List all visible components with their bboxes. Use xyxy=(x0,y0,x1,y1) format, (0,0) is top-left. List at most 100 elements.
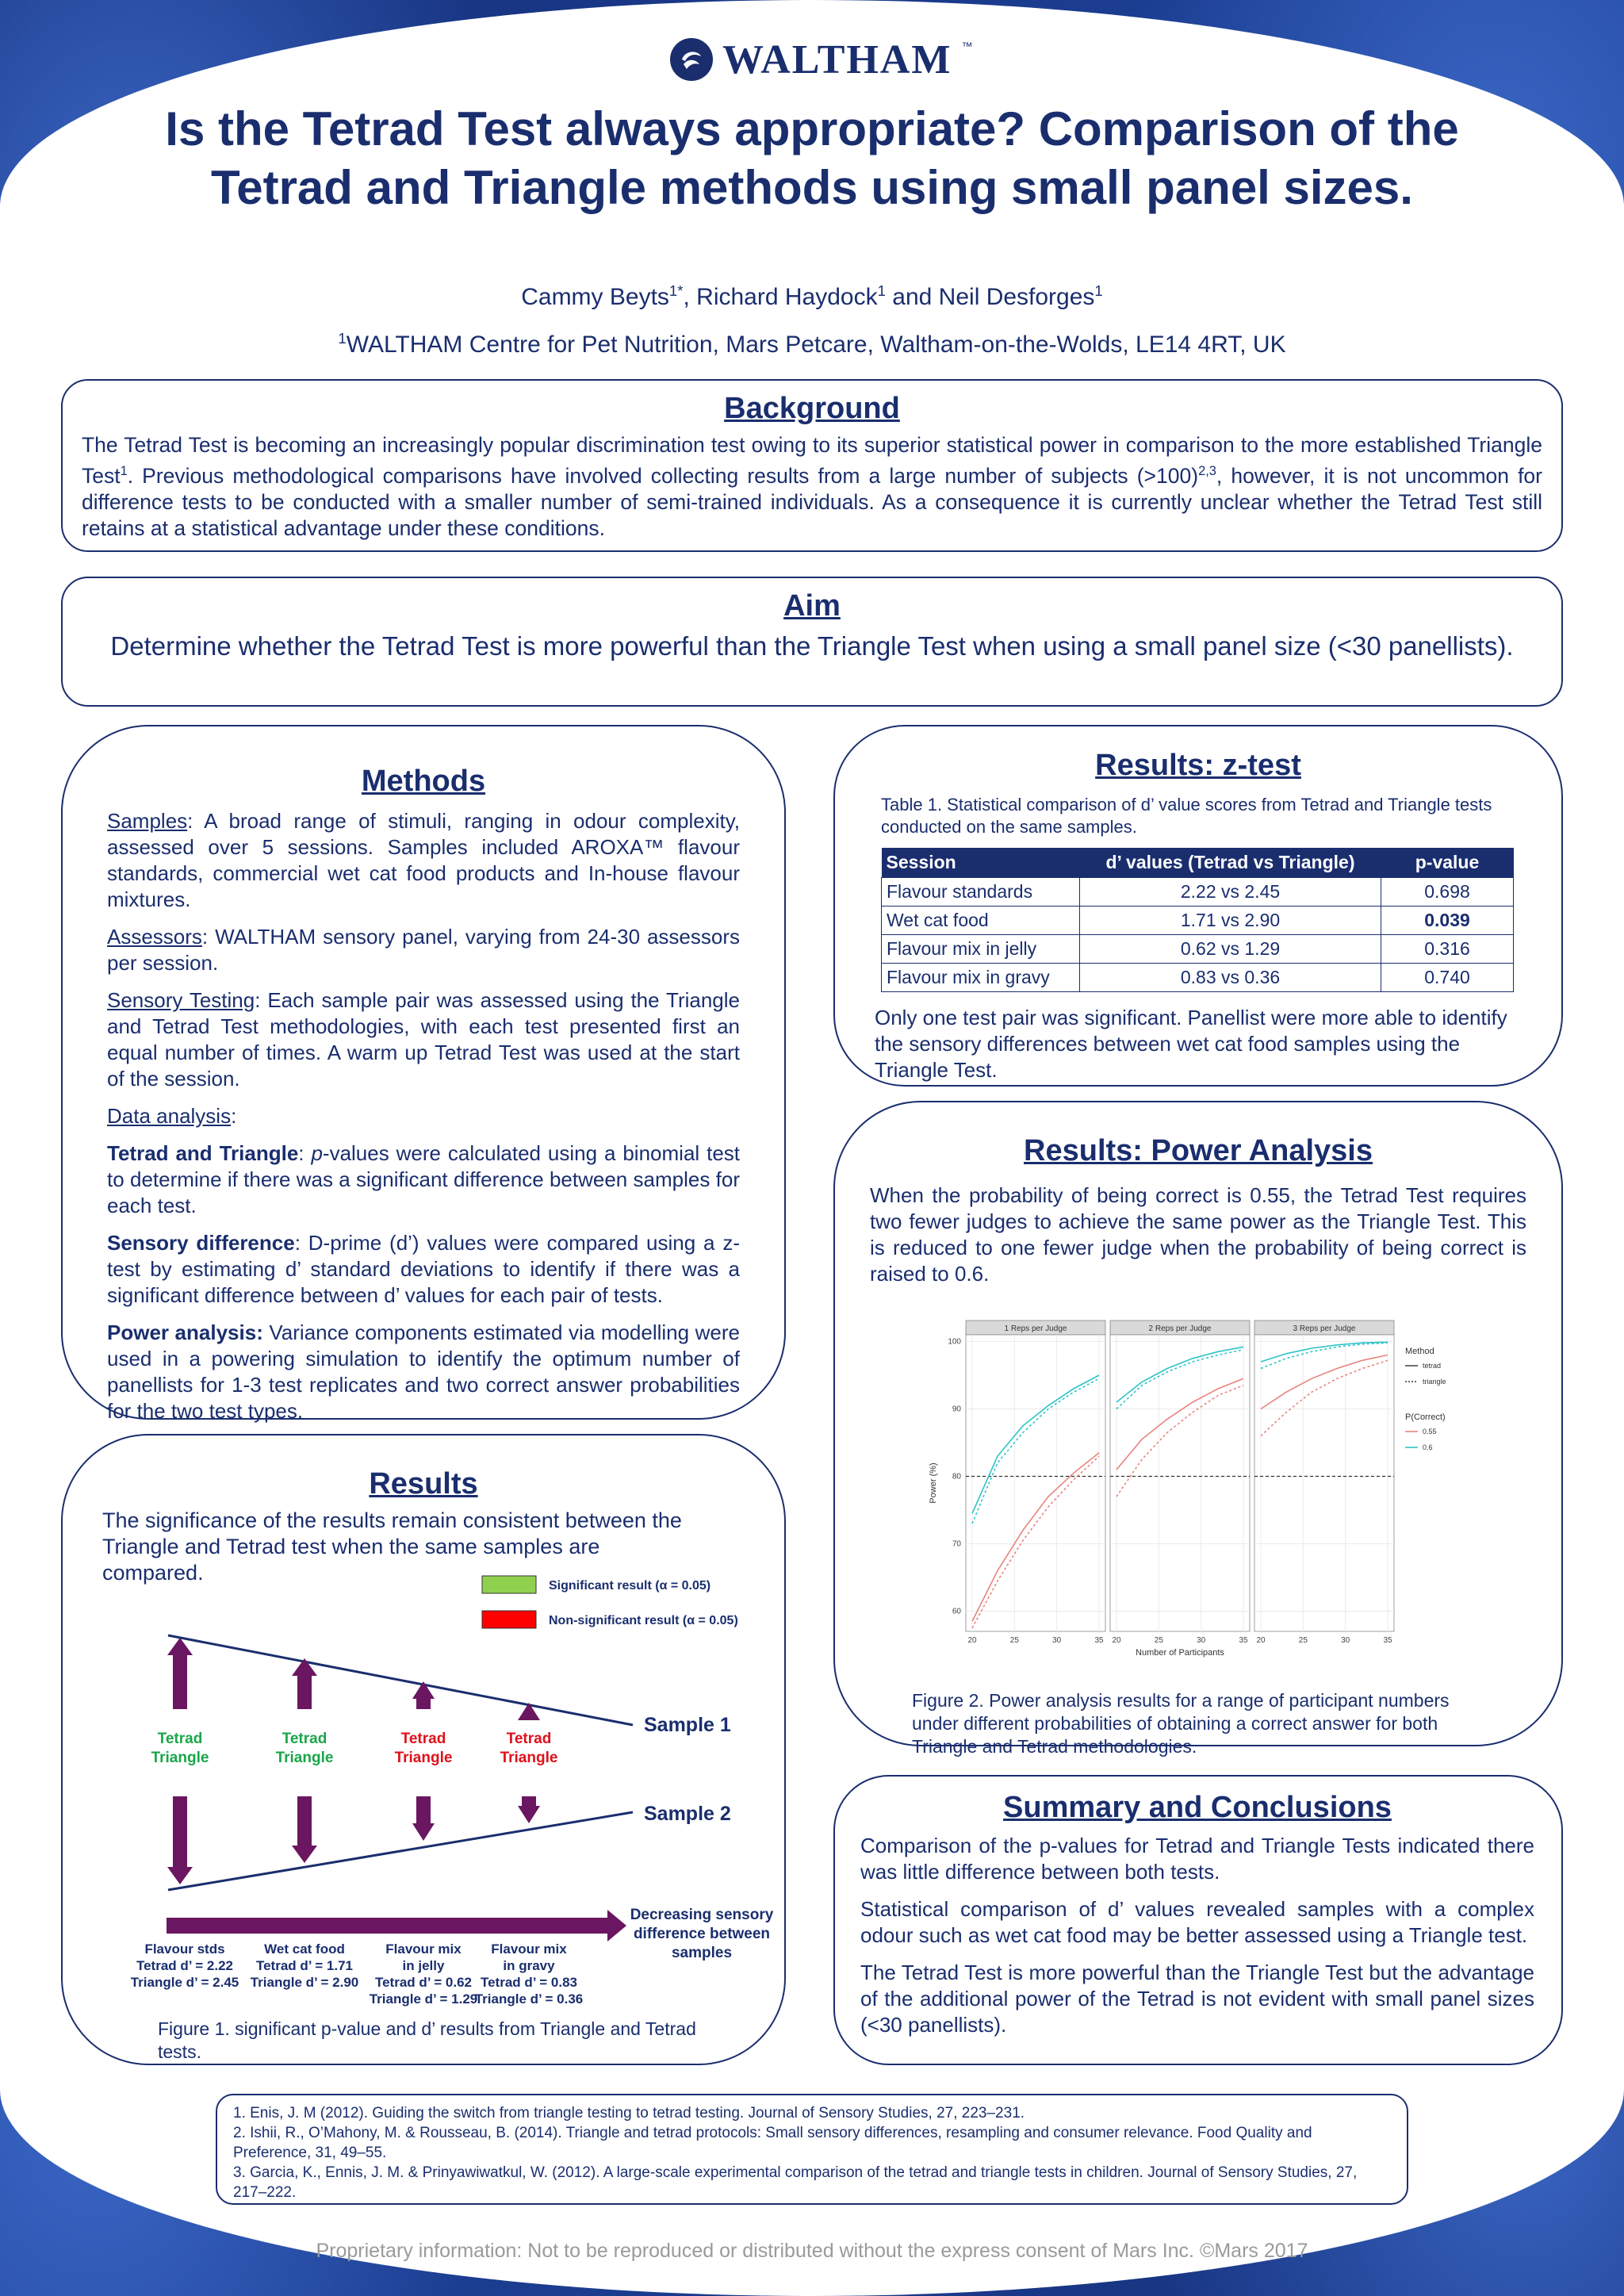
series-line-tetrad-0-6 xyxy=(1116,1346,1244,1403)
methods-text-part: p xyxy=(311,1141,323,1165)
methods-label: Data analysis xyxy=(107,1104,232,1128)
series-line-tetrad-0-6 xyxy=(1260,1341,1388,1363)
legend-significant-label: Significant result (α = 0.05) xyxy=(549,1579,710,1593)
methods-label: Samples xyxy=(107,809,188,833)
series-line-tetrad-0-6 xyxy=(971,1374,1100,1514)
references-section: 1. Enis, J. M (2012). Guiding the switch… xyxy=(216,2094,1408,2205)
summary-paragraph: The Tetrad Test is more powerful than th… xyxy=(860,1961,1534,2037)
references-list: 1. Enis, J. M (2012). Guiding the switch… xyxy=(233,2103,1391,2202)
sample-1-label: Sample 1 xyxy=(644,1714,731,1736)
down-arrow-head xyxy=(292,1846,317,1863)
methods-text-part: : A broad range of stimuli, ranging in o… xyxy=(107,809,740,911)
legend-method-title: Method xyxy=(1405,1347,1434,1356)
up-arrow-head xyxy=(167,1638,193,1655)
table-cell: 1.71 vs 2.90 xyxy=(1079,906,1381,935)
affiliation-sup: 1 xyxy=(338,330,347,347)
legend-nonsignificant-label: Non-significant result (α = 0.05) xyxy=(549,1614,738,1627)
decreasing-label: samples xyxy=(672,1945,732,1961)
summary-text: Comparison of the p-values for Tetrad an… xyxy=(860,1833,1534,2038)
y-tick-label: 100 xyxy=(948,1338,961,1347)
series-line-triangle-0-55 xyxy=(971,1455,1100,1629)
methods-section: Methods Samples: A broad range of stimul… xyxy=(61,725,786,1423)
aim-text: Determine whether the Tetrad Test is mor… xyxy=(110,631,1514,661)
down-arrow-shaft xyxy=(297,1796,312,1847)
down-arrow-shaft xyxy=(522,1796,536,1807)
x-tick-label: 30 xyxy=(1341,1636,1350,1645)
legend-method-label: triangle xyxy=(1423,1378,1446,1386)
sample-detail-label: Triangle d’ = 0.36 xyxy=(475,1991,584,2007)
sample-1-line xyxy=(167,1634,634,1727)
panel-title: 3 Reps per Judge xyxy=(1293,1324,1356,1333)
sample-detail-label: Tetrad d’ = 1.71 xyxy=(256,1958,353,1973)
methods-text-part: Variance components estimated via modell… xyxy=(107,1320,740,1423)
table-cell-significant: 0.039 xyxy=(1381,906,1514,935)
down-arrow-head xyxy=(412,1823,435,1841)
panel-plot-area xyxy=(1109,1334,1251,1632)
x-tick-label: 35 xyxy=(1094,1636,1104,1645)
table-cell: 2.22 vs 2.45 xyxy=(1079,877,1381,907)
panel-plot-area xyxy=(1254,1334,1395,1632)
panel-title: 1 Reps per Judge xyxy=(1005,1324,1067,1333)
y-tick-label: 80 xyxy=(952,1473,962,1481)
up-arrow-shaft xyxy=(416,1697,431,1709)
author-name: and Neil Desforges xyxy=(885,284,1095,310)
methods-text: Samples: A broad range of stimuli, rangi… xyxy=(107,808,740,1424)
affiliation-text: WALTHAM Centre for Pet Nutrition, Mars P… xyxy=(346,332,1286,358)
decreasing-label: Decreasing sensory xyxy=(630,1907,774,1923)
power-heading: Results: Power Analysis xyxy=(1024,1134,1373,1167)
aim-section: Aim Determine whether the Tetrad Test is… xyxy=(61,577,1563,707)
waltham-logo-icon xyxy=(670,38,713,81)
y-tick-label: 60 xyxy=(952,1608,962,1616)
x-tick-label: 25 xyxy=(1155,1636,1164,1645)
reference-item: 1. Enis, J. M (2012). Guiding the switch… xyxy=(233,2105,1025,2122)
methods-label: Power analysis: xyxy=(107,1320,263,1344)
up-arrow-head xyxy=(518,1703,540,1720)
up-arrow-head xyxy=(292,1658,317,1676)
results-text: The significance of the results remain c… xyxy=(102,1508,682,1585)
series-line-tetrad-0-55 xyxy=(1260,1354,1388,1410)
table-cell: 0.62 vs 1.29 xyxy=(1079,934,1381,964)
methods-label: Sensory difference xyxy=(107,1231,295,1255)
sample-detail-label: Flavour mix xyxy=(385,1941,462,1957)
legend-prob-label: 0.55 xyxy=(1423,1428,1437,1435)
series-line-tetrad-0-55 xyxy=(1116,1378,1244,1470)
summary-paragraph: Comparison of the p-values for Tetrad an… xyxy=(860,1834,1534,1884)
legend-significant-swatch xyxy=(481,1575,537,1594)
methods-text-part: : xyxy=(298,1141,312,1165)
legend-prob-title: P(Correct) xyxy=(1405,1412,1446,1422)
methods-heading: Methods xyxy=(361,765,486,798)
series-line-tetrad-0-55 xyxy=(971,1452,1100,1622)
x-tick-label: 25 xyxy=(1010,1636,1020,1645)
poster-title: Is the Tetrad Test always appropriate? C… xyxy=(165,102,1459,214)
x-tick-label: 35 xyxy=(1239,1636,1248,1645)
legend-prob-label: 0.6 xyxy=(1423,1443,1433,1451)
results-heading: Results xyxy=(369,1467,478,1501)
decreasing-arrow-shaft xyxy=(167,1918,611,1934)
reference-item: 3. Garcia, K., Ennis, J. M. & Prinyawiwa… xyxy=(233,2164,1358,2201)
methods-text-part: : Each sample pair was assessed using th… xyxy=(107,988,740,1091)
y-axis-label: Power (%) xyxy=(929,1462,938,1503)
methods-label: Tetrad and Triangle xyxy=(107,1141,299,1165)
table-header: p-value xyxy=(1381,848,1514,878)
table-row: Flavour mix in gravy 0.83 vs 0.36 0.740 xyxy=(881,963,1514,992)
sample-detail-label: in gravy xyxy=(503,1958,555,1973)
y-tick-label: 70 xyxy=(952,1540,962,1549)
sample-detail-label: Triangle d’ = 1.29 xyxy=(370,1991,478,2007)
decreasing-label: difference between xyxy=(634,1926,770,1942)
legend-nonsignificant-swatch xyxy=(481,1610,537,1629)
methods-label: Sensory Testing xyxy=(107,988,255,1012)
table-cell: Flavour standards xyxy=(881,877,1080,907)
ztest-heading: Results: z-test xyxy=(1095,749,1301,782)
tetrad-label: Tetrad xyxy=(282,1731,327,1747)
ztest-section: Results: z-test Table 1. Statistical com… xyxy=(833,725,1563,1087)
author-name: Cammy Beyts xyxy=(521,284,669,310)
sample-detail-label: Flavour mix xyxy=(491,1941,567,1957)
sample-2-line xyxy=(167,1811,634,1892)
sample-detail-label: in jelly xyxy=(403,1958,445,1973)
ztest-table: Session d’ values (Tetrad vs Triangle) p… xyxy=(881,848,1514,992)
sample-detail-label: Tetrad d’ = 0.83 xyxy=(481,1975,577,1990)
down-arrow-shaft xyxy=(173,1796,187,1869)
x-tick-label: 30 xyxy=(1052,1636,1062,1645)
table-row: Flavour standards 2.22 vs 2.45 0.698 xyxy=(881,877,1514,907)
legend-method-label: tetrad xyxy=(1423,1362,1441,1370)
